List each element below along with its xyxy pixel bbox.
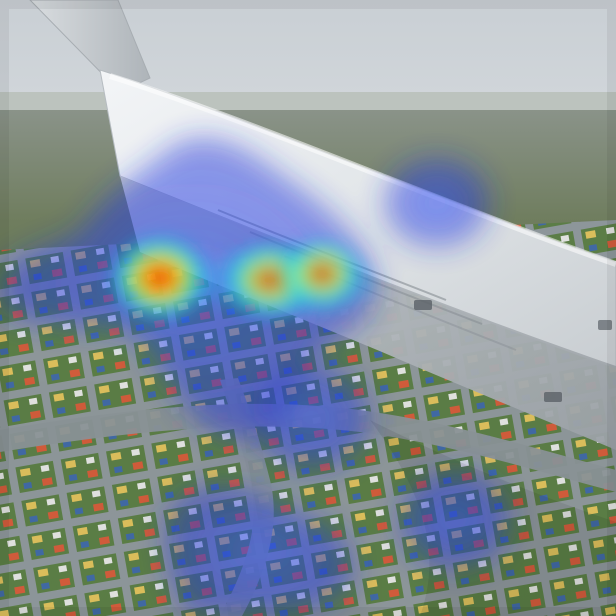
- attention-heatmap: [0, 137, 509, 616]
- heatmap-hot-regions: [108, 234, 378, 322]
